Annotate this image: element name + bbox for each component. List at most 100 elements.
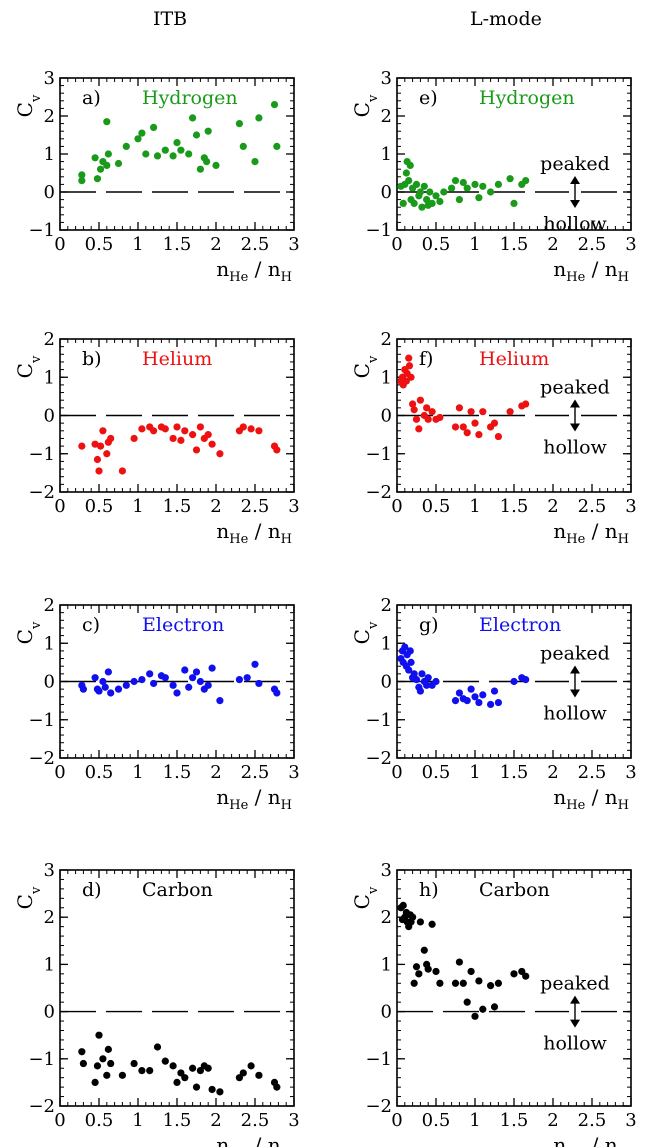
x-tick-label: 2 <box>210 234 221 255</box>
x-tick-label: 2 <box>210 496 221 517</box>
x-tick-label: 3 <box>625 496 636 517</box>
data-point <box>173 423 181 431</box>
data-point <box>239 142 247 150</box>
data-point <box>463 429 471 437</box>
data-point <box>103 118 111 126</box>
data-point <box>467 967 475 976</box>
data-point <box>424 415 432 423</box>
data-point <box>181 666 189 674</box>
data-point <box>428 199 436 207</box>
data-point <box>95 1031 103 1039</box>
x-tick-label: 1.5 <box>500 1110 529 1131</box>
y-tick-label: −1 <box>365 710 392 731</box>
peaked-label: peaked <box>540 643 610 665</box>
y-tick-label: 2 <box>44 329 55 350</box>
data-point <box>189 114 197 122</box>
data-point <box>455 196 463 204</box>
data-point <box>522 675 530 684</box>
column-title-lmode: L-mode <box>470 8 542 30</box>
y-tick-label: 1 <box>381 633 392 654</box>
data-point <box>95 467 103 475</box>
data-point <box>420 182 428 190</box>
data-point <box>114 685 123 693</box>
hollow-label: hollow <box>543 1033 607 1055</box>
data-point <box>255 427 263 435</box>
panel-label: b) <box>82 348 102 370</box>
y-tick-label: 1 <box>381 367 392 388</box>
y-tick-label: 2 <box>44 907 55 928</box>
x-tick-label: 0 <box>391 496 402 517</box>
x-tick-label: 0.5 <box>422 762 451 783</box>
y-tick-label: −1 <box>365 444 392 465</box>
data-point <box>471 693 479 701</box>
data-point <box>99 677 107 686</box>
y-tick-label: −1 <box>365 1049 392 1070</box>
data-point <box>487 700 495 709</box>
x-tick-label: 2.5 <box>241 234 270 255</box>
x-tick-label: 1.5 <box>163 496 192 517</box>
data-point <box>475 194 483 202</box>
data-point <box>122 681 130 689</box>
data-point <box>418 670 426 678</box>
data-point <box>138 675 146 684</box>
data-point <box>423 404 431 412</box>
y-tick-label: 2 <box>44 106 55 127</box>
species-label: Hydrogen <box>479 87 575 109</box>
x-tick-label: 1 <box>469 234 480 255</box>
data-point <box>432 192 440 200</box>
panel-label: h) <box>419 879 439 901</box>
data-point <box>78 1048 86 1056</box>
data-point <box>424 674 432 682</box>
peaked-label: peaked <box>540 973 610 995</box>
data-point <box>208 440 216 448</box>
data-point <box>204 1064 212 1072</box>
x-tick-label: 0.5 <box>85 234 114 255</box>
data-point <box>169 681 177 689</box>
data-point <box>428 920 436 928</box>
panel-label: f) <box>419 348 433 370</box>
data-point <box>510 199 518 207</box>
x-tick-label: 2 <box>210 1110 221 1131</box>
data-point <box>475 431 483 439</box>
x-axis-label: nHe / nH <box>553 785 629 813</box>
data-point <box>122 142 130 150</box>
data-point <box>161 425 169 433</box>
x-tick-label: 2 <box>547 496 558 517</box>
data-point <box>436 979 444 987</box>
data-point <box>203 158 211 166</box>
data-point <box>440 188 448 196</box>
data-point <box>192 668 201 676</box>
data-point <box>273 689 281 697</box>
data-point <box>177 436 185 444</box>
y-tick-label: 3 <box>381 68 392 89</box>
x-axis-label: nHe / nH <box>553 519 629 547</box>
data-point <box>436 413 444 422</box>
data-point <box>410 979 418 987</box>
data-point <box>424 965 432 973</box>
data-point <box>490 419 499 427</box>
data-point <box>177 146 185 154</box>
y-tick-label: 1 <box>381 954 392 975</box>
x-tick-label: 2 <box>210 762 221 783</box>
data-point <box>405 354 413 362</box>
y-tick-label: −2 <box>28 482 55 503</box>
y-axis-label: Cv <box>350 355 381 378</box>
data-point <box>142 150 150 158</box>
data-point <box>406 161 414 169</box>
data-point <box>153 1043 162 1051</box>
x-tick-label: 3 <box>625 1110 636 1131</box>
data-point <box>423 681 431 689</box>
data-point <box>78 177 86 185</box>
x-tick-label: 2 <box>547 234 558 255</box>
data-point <box>407 658 415 666</box>
data-point <box>216 450 224 458</box>
y-tick-label: 0 <box>44 182 55 203</box>
panel-label: a) <box>82 87 101 109</box>
data-point <box>399 199 407 207</box>
species-label: Helium <box>479 348 549 370</box>
data-point <box>114 159 123 168</box>
data-point <box>409 400 417 408</box>
data-point <box>208 1085 216 1094</box>
y-tick-label: 1 <box>44 144 55 165</box>
x-tick-label: 0.5 <box>85 1110 114 1131</box>
